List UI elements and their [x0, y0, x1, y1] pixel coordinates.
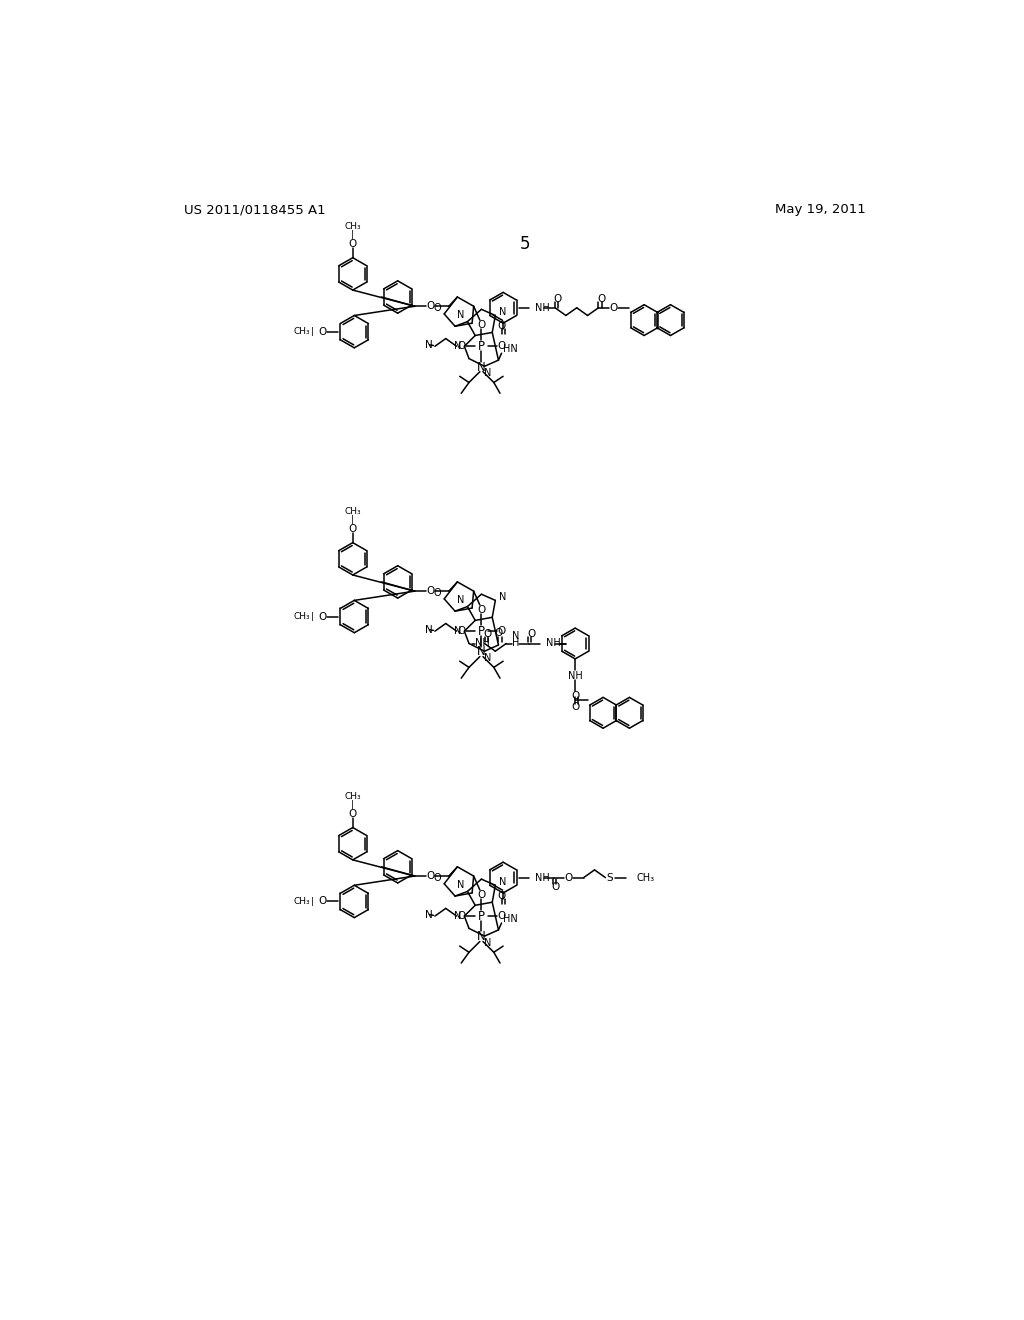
Text: P: P — [478, 339, 485, 352]
Text: O: O — [495, 628, 503, 638]
Text: N: N — [484, 653, 492, 663]
Text: O: O — [477, 319, 485, 330]
Text: N: N — [477, 360, 485, 374]
Text: O: O — [318, 896, 327, 907]
Text: O: O — [426, 301, 434, 312]
Text: O: O — [433, 873, 441, 883]
Text: N: N — [484, 368, 492, 379]
Text: O: O — [348, 809, 357, 818]
Text: N: N — [425, 339, 432, 350]
Text: CH₃: CH₃ — [293, 612, 310, 620]
Text: NH: NH — [546, 639, 560, 648]
Text: O: O — [609, 302, 617, 313]
Text: O: O — [498, 911, 506, 921]
Text: N: N — [484, 939, 492, 948]
Text: O: O — [597, 293, 605, 304]
Text: O: O — [483, 630, 492, 639]
Text: N: N — [457, 595, 464, 606]
Text: O: O — [477, 605, 485, 615]
Text: O: O — [552, 882, 560, 892]
Text: O: O — [498, 321, 506, 331]
Text: NH: NH — [475, 639, 489, 648]
Text: CH₃: CH₃ — [636, 873, 654, 883]
Text: |: | — [351, 800, 354, 809]
Text: May 19, 2011: May 19, 2011 — [775, 203, 866, 216]
Text: N: N — [477, 931, 485, 944]
Text: O: O — [318, 611, 327, 622]
Text: US 2011/0118455 A1: US 2011/0118455 A1 — [183, 203, 326, 216]
Text: N: N — [512, 631, 519, 640]
Text: CH₃: CH₃ — [344, 792, 361, 801]
Text: O: O — [433, 302, 441, 313]
Text: O: O — [426, 586, 434, 597]
Text: HN: HN — [503, 915, 518, 924]
Text: O: O — [457, 626, 465, 636]
Text: NH: NH — [567, 671, 583, 681]
Text: O: O — [318, 326, 327, 337]
Text: N: N — [457, 880, 464, 890]
Text: CH₃: CH₃ — [293, 898, 310, 906]
Text: CH₃: CH₃ — [344, 507, 361, 516]
Text: O: O — [564, 873, 572, 883]
Text: N: N — [457, 310, 464, 321]
Text: O: O — [348, 524, 357, 533]
Text: O: O — [571, 702, 580, 711]
Text: P: P — [478, 624, 485, 638]
Text: CH₃: CH₃ — [344, 223, 361, 231]
Text: O: O — [433, 587, 441, 598]
Text: O: O — [457, 342, 465, 351]
Text: O: O — [457, 911, 465, 921]
Text: O: O — [348, 239, 357, 249]
Text: N: N — [477, 645, 485, 659]
Text: O: O — [553, 293, 561, 304]
Text: O: O — [527, 630, 536, 639]
Text: HN: HN — [503, 345, 518, 354]
Text: O: O — [477, 890, 485, 899]
Text: |: | — [311, 327, 314, 337]
Text: N: N — [454, 626, 461, 636]
Text: N: N — [499, 593, 506, 602]
Text: 5: 5 — [519, 235, 530, 253]
Text: |: | — [351, 230, 354, 239]
Text: NH: NH — [535, 873, 550, 883]
Text: CH₃: CH₃ — [293, 327, 310, 337]
Text: |: | — [311, 612, 314, 620]
Text: N: N — [425, 624, 432, 635]
Text: N: N — [454, 911, 461, 921]
Text: H: H — [512, 639, 519, 648]
Text: N: N — [499, 878, 506, 887]
Text: O: O — [498, 342, 506, 351]
Text: NH: NH — [535, 302, 550, 313]
Text: S: S — [607, 873, 613, 883]
Text: |: | — [351, 515, 354, 524]
Text: N: N — [425, 909, 432, 920]
Text: O: O — [498, 891, 506, 902]
Text: O: O — [571, 690, 580, 701]
Text: O: O — [498, 626, 506, 636]
Text: |: | — [311, 898, 314, 906]
Text: N: N — [454, 342, 461, 351]
Text: P: P — [478, 909, 485, 923]
Text: O: O — [426, 871, 434, 880]
Text: N: N — [499, 308, 506, 317]
